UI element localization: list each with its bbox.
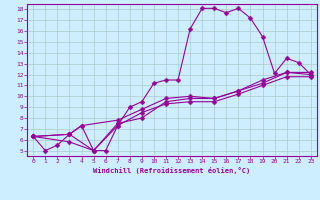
X-axis label: Windchill (Refroidissement éolien,°C): Windchill (Refroidissement éolien,°C) xyxy=(93,167,251,174)
